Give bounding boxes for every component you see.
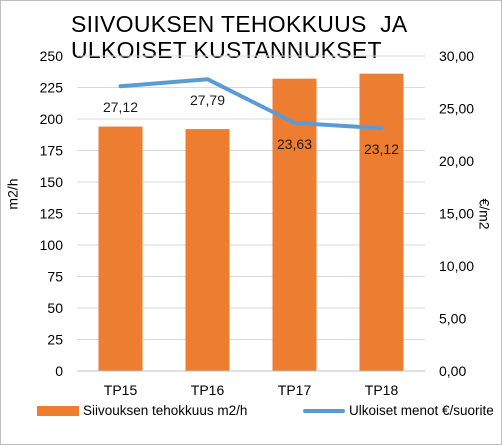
y-left-tick-label: 100 bbox=[40, 237, 64, 253]
y-left-tick-label: 250 bbox=[40, 48, 64, 64]
line-data-label: 27,12 bbox=[103, 99, 138, 115]
legend-swatch-bar bbox=[37, 405, 79, 416]
y-axis-left-title: m2/h bbox=[4, 178, 21, 210]
bar-tp18 bbox=[359, 73, 404, 371]
chart-title-line-2: ULKOISET KUSTANNUKSET bbox=[71, 37, 382, 63]
legend-label-line: Ulkoiset menot €/suorite bbox=[349, 403, 494, 418]
y-right-tick-label: 30,00 bbox=[439, 48, 474, 64]
line-data-label: 27,79 bbox=[190, 92, 225, 108]
line-data-label: 23,63 bbox=[277, 136, 312, 152]
y-left-tick-label: 125 bbox=[40, 206, 64, 222]
y-left-tick-label: 200 bbox=[40, 111, 64, 127]
y-right-tick-label: 15,00 bbox=[439, 206, 474, 222]
line-ulkoiset-menot bbox=[118, 77, 384, 131]
y-right-tick-label: 5,00 bbox=[439, 311, 466, 327]
y-right-tick-label: 10,00 bbox=[439, 258, 474, 274]
x-tick-label: TP16 bbox=[191, 382, 225, 398]
y-right-tick-label: 0,00 bbox=[439, 363, 466, 379]
tick-labels: 0 25 50 75 100 125 150 175 200 225 250 0,00 5,00 10,0… bbox=[40, 48, 475, 398]
y-left-tick-label: 150 bbox=[40, 174, 64, 190]
x-tick-label: TP17 bbox=[278, 382, 312, 398]
line-data-label: 23,12 bbox=[364, 141, 399, 157]
y-left-tick-label: 0 bbox=[55, 363, 63, 379]
y-left-tick-label: 225 bbox=[40, 80, 64, 96]
line-series bbox=[118, 77, 384, 131]
y-left-tick-label: 25 bbox=[47, 332, 63, 348]
bar-tp16 bbox=[185, 129, 230, 371]
legend-swatch-line bbox=[303, 408, 345, 413]
bar-tp17 bbox=[272, 78, 317, 372]
x-tick-label: TP18 bbox=[365, 382, 399, 398]
legend-label-bars: Siivouksen tehokkuus m2/h bbox=[83, 403, 248, 418]
y-right-tick-label: 25,00 bbox=[439, 101, 474, 117]
y-left-tick-label: 75 bbox=[47, 269, 63, 285]
y-left-tick-label: 175 bbox=[40, 143, 64, 159]
x-tick-label: TP15 bbox=[104, 382, 138, 398]
y-left-tick-label: 50 bbox=[47, 300, 63, 316]
y-right-tick-label: 20,00 bbox=[439, 153, 474, 169]
bar-tp15 bbox=[98, 126, 143, 371]
y-axis-right-title: €/m2 bbox=[476, 198, 493, 230]
chart-title-line-1: SIIVOUKSEN TEHOKKUUS JA bbox=[71, 11, 408, 37]
legend-item-line: Ulkoiset menot €/suorite bbox=[303, 403, 494, 418]
bar-series bbox=[98, 73, 404, 372]
legend-item-bars: Siivouksen tehokkuus m2/h bbox=[37, 403, 247, 418]
